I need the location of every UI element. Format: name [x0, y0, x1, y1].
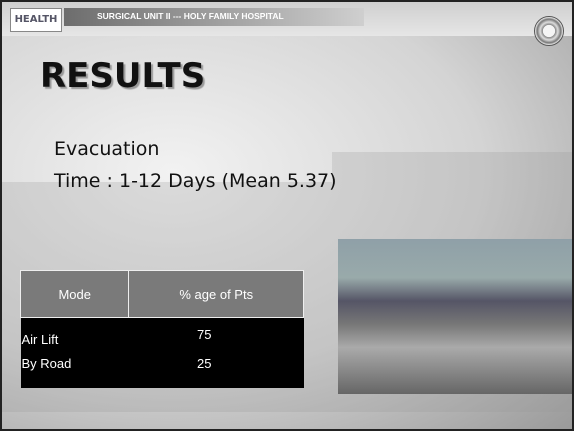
slide: HEALTH SURGICAL UNIT II --- HOLY FAMILY … [0, 0, 574, 431]
cell: 75 [129, 318, 304, 352]
text-line: Time : 1-12 Days (Mean 5.37) [54, 170, 337, 192]
cell: By Road [21, 351, 129, 388]
slide-title: RESULTS [40, 56, 205, 96]
table-row: By Road 25 [21, 351, 304, 388]
photo [338, 239, 572, 394]
table-header: Mode % age of Pts [21, 271, 304, 318]
emblem [534, 16, 564, 46]
table: Mode % age of Pts Air Lift 75 By Road 25 [20, 270, 304, 388]
logo: HEALTH [10, 8, 62, 32]
header-cell: Mode [21, 271, 129, 318]
header-cell: % age of Pts [129, 271, 304, 318]
text-line: Evacuation [54, 138, 159, 160]
cell: 25 [129, 351, 304, 388]
table-row: Air Lift 75 [21, 318, 304, 352]
header-title: SURGICAL UNIT II --- HOLY FAMILY HOSPITA… [97, 11, 284, 21]
cell: Air Lift [21, 318, 129, 352]
